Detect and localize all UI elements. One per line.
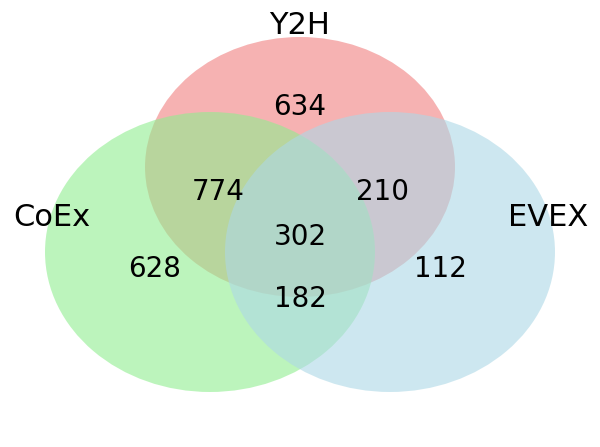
Text: CoEx: CoEx bbox=[13, 202, 91, 232]
Text: 210: 210 bbox=[355, 178, 409, 206]
Text: 302: 302 bbox=[274, 223, 326, 251]
Text: Y2H: Y2H bbox=[269, 10, 331, 39]
Text: 628: 628 bbox=[128, 255, 181, 283]
Ellipse shape bbox=[145, 37, 455, 297]
Ellipse shape bbox=[225, 112, 555, 392]
Text: 634: 634 bbox=[274, 93, 326, 121]
Ellipse shape bbox=[45, 112, 375, 392]
Text: 182: 182 bbox=[274, 285, 326, 313]
Text: 112: 112 bbox=[413, 255, 466, 283]
Text: EVEX: EVEX bbox=[508, 202, 588, 232]
Text: 774: 774 bbox=[191, 178, 244, 206]
